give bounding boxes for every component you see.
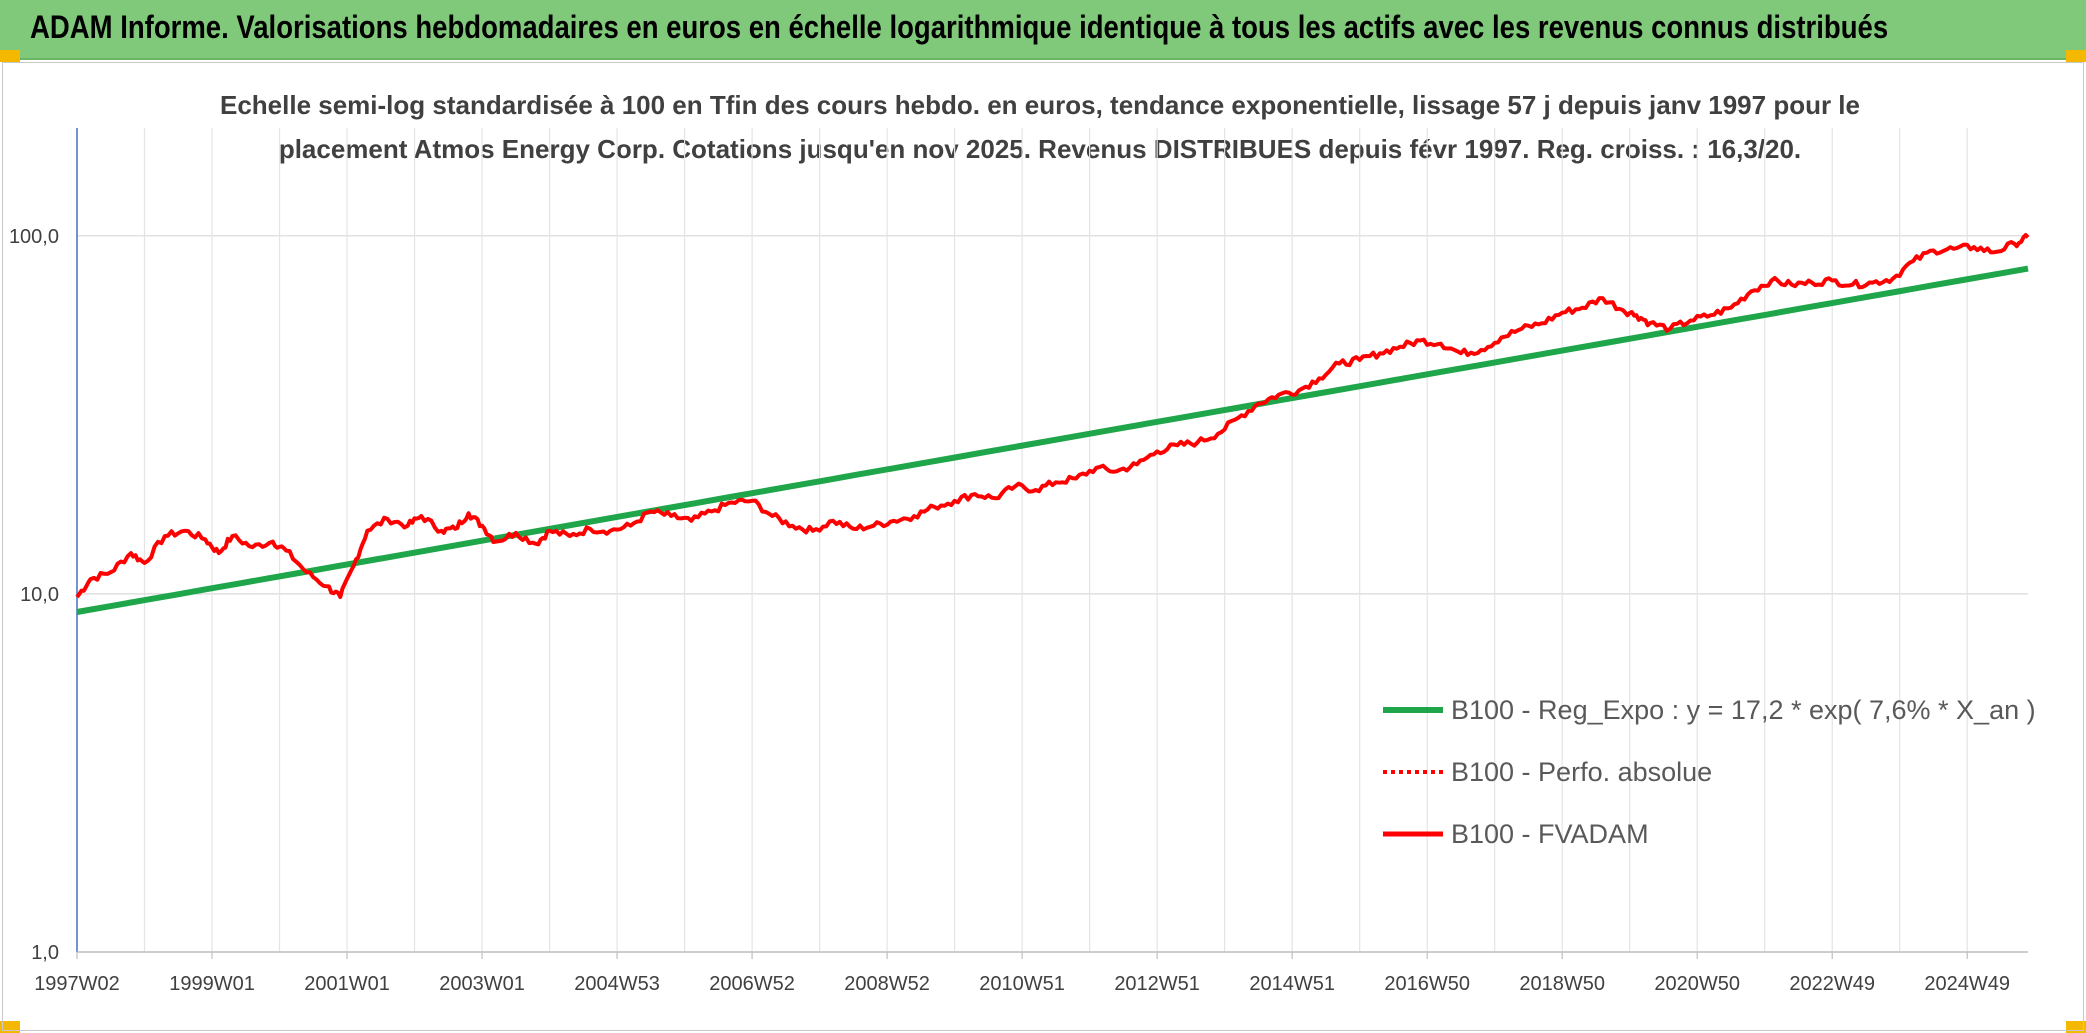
x-tick-label-9: 2014W51 [1249, 973, 1335, 995]
legend-label-0: B100 - Reg_Expo : y = 17,2 * exp( 7,6% *… [1451, 695, 2036, 725]
x-tick-label-13: 2022W49 [1789, 973, 1875, 995]
x-tick-label-4: 2004W53 [574, 973, 660, 995]
grid-lines [77, 128, 2028, 953]
chart-frame [2, 62, 2084, 1031]
y-tick-label-0: 1,0 [31, 942, 59, 964]
x-tick-label-6: 2008W52 [844, 973, 930, 995]
series-regression-line [76, 265, 2029, 615]
x-tick-label-8: 2012W51 [1114, 973, 1200, 995]
x-tick-label-10: 2016W50 [1384, 973, 1470, 995]
x-tick-label-2: 2001W01 [304, 973, 390, 995]
x-tick-label-11: 2018W50 [1519, 973, 1605, 995]
x-tick-label-1: 1999W01 [169, 973, 255, 995]
chart-subtitle-line-1: Echelle semi-log standardisée à 100 en T… [220, 90, 1860, 120]
x-tick-label-3: 2003W01 [439, 973, 525, 995]
series-lines [75, 233, 2030, 615]
legend-label-2: B100 - FVADAM [1451, 819, 1649, 849]
x-tick-labels: 1997W02 1999W01 2001W01 2003W01 2004W53 2006W… [34, 952, 2010, 995]
report-title: ADAM Informe. Valorisations hebdomadaire… [30, 9, 1889, 45]
x-tick-label-14: 2024W49 [1924, 973, 2010, 995]
corner-marker-right [2066, 50, 2086, 62]
y-tick-label-1: 10,0 [20, 584, 59, 606]
x-tick-label-12: 2020W50 [1654, 973, 1740, 995]
chart-subtitle-line-2: placement Atmos Energy Corp. Cotations j… [279, 134, 1801, 164]
corner-marker-left [0, 50, 20, 62]
y-tick-labels: 1,0 10,0 100,0 [9, 226, 59, 964]
report-banner: ADAM Informe. Valorisations hebdomadaire… [0, 0, 2086, 60]
y-tick-label-2: 100,0 [9, 226, 59, 248]
x-tick-label-7: 2010W51 [979, 973, 1065, 995]
legend-label-1: B100 - Perfo. absolue [1451, 757, 1712, 787]
x-tick-label-5: 2006W52 [709, 973, 795, 995]
series-fvadam-line [75, 233, 2030, 599]
legend: B100 - Reg_Expo : y = 17,2 * exp( 7,6% *… [1383, 695, 2036, 849]
x-tick-label-0: 1997W02 [34, 973, 120, 995]
